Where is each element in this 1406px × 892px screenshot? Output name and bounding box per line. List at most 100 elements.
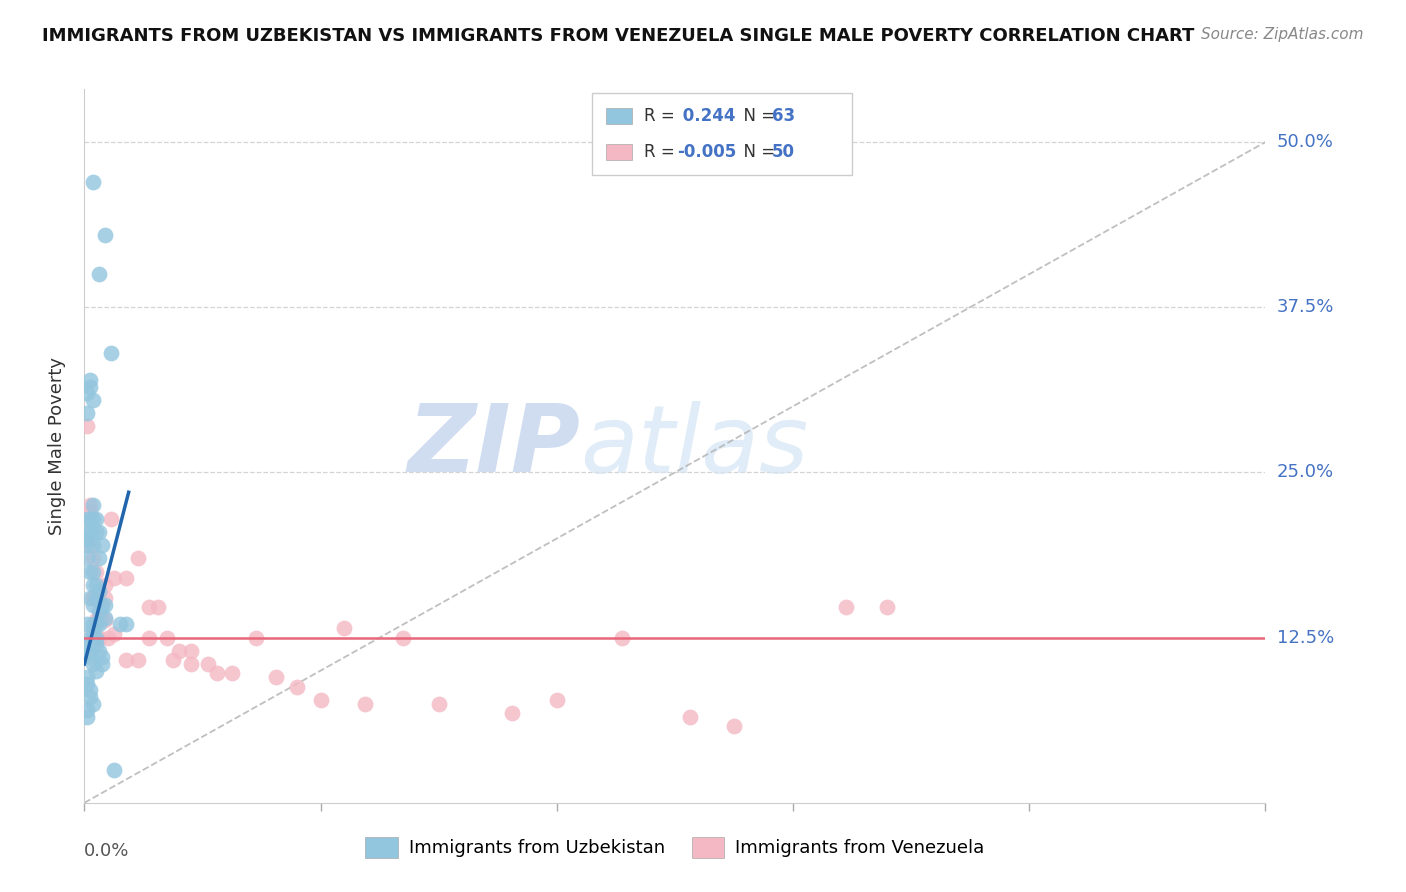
Text: 0.0%: 0.0% (84, 842, 129, 860)
Point (82, 511, 104, 525)
Point (501, 706, 523, 720)
Text: 12.5%: 12.5% (1277, 629, 1334, 647)
Text: IMMIGRANTS FROM UZBEKISTAN VS IMMIGRANTS FROM VENEZUELA SINGLE MALE POVERTY CORR: IMMIGRANTS FROM UZBEKISTAN VS IMMIGRANTS… (42, 27, 1195, 45)
Point (82, 578, 104, 592)
Point (87, 591, 111, 605)
Point (79, 524, 101, 539)
Point (354, 697, 377, 711)
Point (723, 719, 745, 733)
Point (87, 604, 111, 618)
Point (82, 657, 104, 671)
Point (97, 631, 120, 645)
Point (87, 617, 111, 632)
Point (114, 617, 136, 632)
Point (148, 600, 170, 615)
Point (84, 591, 107, 605)
Text: R =: R = (644, 107, 681, 125)
Point (84, 637, 107, 651)
Point (76, 538, 98, 552)
Point (82, 617, 104, 632)
Point (76, 511, 98, 525)
Text: R =: R = (644, 143, 681, 161)
Point (285, 680, 308, 694)
Point (103, 763, 125, 777)
Y-axis label: Single Male Poverty: Single Male Poverty (48, 357, 66, 535)
Point (84, 565, 107, 579)
Point (91, 598, 114, 612)
Point (87, 644, 111, 658)
Point (127, 551, 149, 566)
Point (114, 571, 136, 585)
Point (82, 499, 104, 513)
Point (87, 584, 111, 599)
Point (76, 637, 98, 651)
Point (94, 598, 117, 612)
Point (87, 551, 111, 566)
Point (108, 617, 131, 632)
Point (76, 406, 98, 420)
Legend: Immigrants from Uzbekistan, Immigrants from Venezuela: Immigrants from Uzbekistan, Immigrants f… (359, 830, 991, 865)
Point (84, 511, 107, 525)
Text: atlas: atlas (581, 401, 808, 491)
Point (76, 703, 98, 717)
Point (84, 524, 107, 539)
Point (100, 346, 122, 360)
Point (82, 551, 104, 566)
Text: -0.005: -0.005 (678, 143, 737, 161)
Text: 50.0%: 50.0% (1277, 133, 1333, 151)
Point (79, 591, 101, 605)
Point (76, 551, 98, 566)
FancyBboxPatch shape (606, 108, 633, 124)
Point (309, 692, 332, 706)
Point (94, 611, 117, 625)
Point (333, 621, 356, 635)
Point (392, 631, 415, 645)
Point (221, 666, 243, 681)
Point (82, 624, 104, 638)
Point (79, 379, 101, 393)
Text: Source: ZipAtlas.com: Source: ZipAtlas.com (1201, 27, 1364, 42)
Point (82, 392, 104, 407)
Point (94, 614, 117, 628)
Point (79, 538, 101, 552)
Point (79, 524, 101, 539)
Point (205, 666, 228, 681)
Text: 25.0%: 25.0% (1277, 464, 1334, 482)
Point (197, 657, 219, 671)
Point (82, 565, 104, 579)
Point (103, 626, 125, 640)
Point (82, 631, 104, 645)
Point (79, 644, 101, 658)
Point (678, 710, 700, 724)
Text: 50: 50 (772, 143, 794, 161)
Point (84, 617, 107, 632)
Point (876, 600, 898, 615)
Point (91, 611, 114, 625)
Point (82, 538, 104, 552)
Point (138, 600, 160, 615)
Point (82, 591, 104, 605)
Point (84, 664, 107, 678)
Point (82, 591, 104, 605)
Point (264, 670, 288, 684)
Point (79, 565, 101, 579)
Point (79, 373, 101, 387)
Point (79, 499, 101, 513)
Point (91, 650, 114, 665)
Point (79, 683, 101, 698)
Point (76, 532, 98, 546)
Point (94, 227, 117, 242)
Point (245, 631, 267, 645)
Point (91, 538, 114, 552)
Text: 0.244: 0.244 (678, 107, 735, 125)
Point (87, 267, 111, 281)
Point (180, 644, 202, 658)
Point (76, 677, 98, 691)
Text: 37.5%: 37.5% (1277, 298, 1334, 317)
Point (79, 631, 101, 645)
Point (87, 524, 111, 539)
Point (84, 578, 107, 592)
Point (835, 600, 858, 615)
Point (180, 657, 202, 671)
Point (87, 611, 111, 625)
